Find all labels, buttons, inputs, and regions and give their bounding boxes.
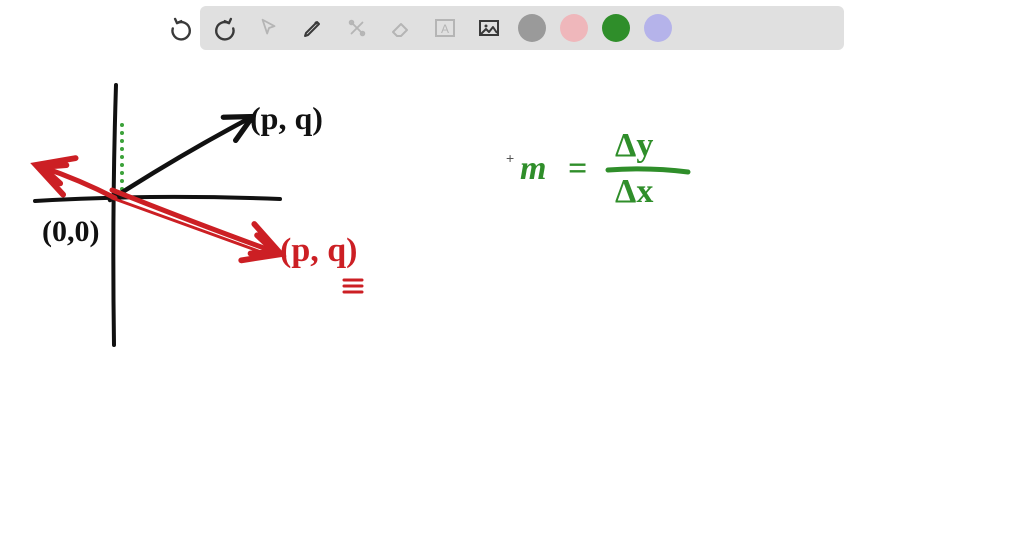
- redo-icon[interactable]: [210, 13, 240, 43]
- insertion-cursor: +: [506, 150, 514, 166]
- label-pq-black: (p, q): [250, 100, 323, 137]
- label-origin: (0,0): [42, 215, 99, 249]
- formula-dy: Δy: [615, 127, 653, 165]
- image-tool-icon[interactable]: [474, 13, 504, 43]
- pencil-icon[interactable]: [298, 13, 328, 43]
- formula-m: m: [520, 150, 546, 188]
- label-pq-red: (p, q): [280, 232, 357, 270]
- eraser-icon[interactable]: [386, 13, 416, 43]
- undo-icon-real[interactable]: [166, 13, 196, 43]
- black-vector: [110, 119, 248, 200]
- green-dotted-line: [120, 123, 124, 191]
- swatch-pink[interactable]: [560, 14, 588, 42]
- swatch-green[interactable]: [602, 14, 630, 42]
- red-vector-long-b: [112, 198, 272, 256]
- text-tool-icon[interactable]: A: [430, 13, 460, 43]
- y-axis: [113, 85, 116, 345]
- tools-icon[interactable]: [342, 13, 372, 43]
- cursor-icon[interactable]: [254, 13, 284, 43]
- swatch-gray[interactable]: [518, 14, 546, 42]
- drawing-canvas: [0, 0, 1024, 534]
- formula-fraction-bar: [608, 169, 688, 172]
- toolbar: A: [200, 6, 844, 50]
- svg-text:A: A: [441, 22, 449, 36]
- red-vector-short: [42, 167, 115, 198]
- swatch-lavender[interactable]: [644, 14, 672, 42]
- red-vector-long: [112, 190, 275, 252]
- formula-eq: =: [568, 150, 587, 188]
- x-axis: [35, 197, 280, 201]
- formula-dx: Δx: [615, 173, 653, 211]
- red-q-underline: [344, 280, 362, 292]
